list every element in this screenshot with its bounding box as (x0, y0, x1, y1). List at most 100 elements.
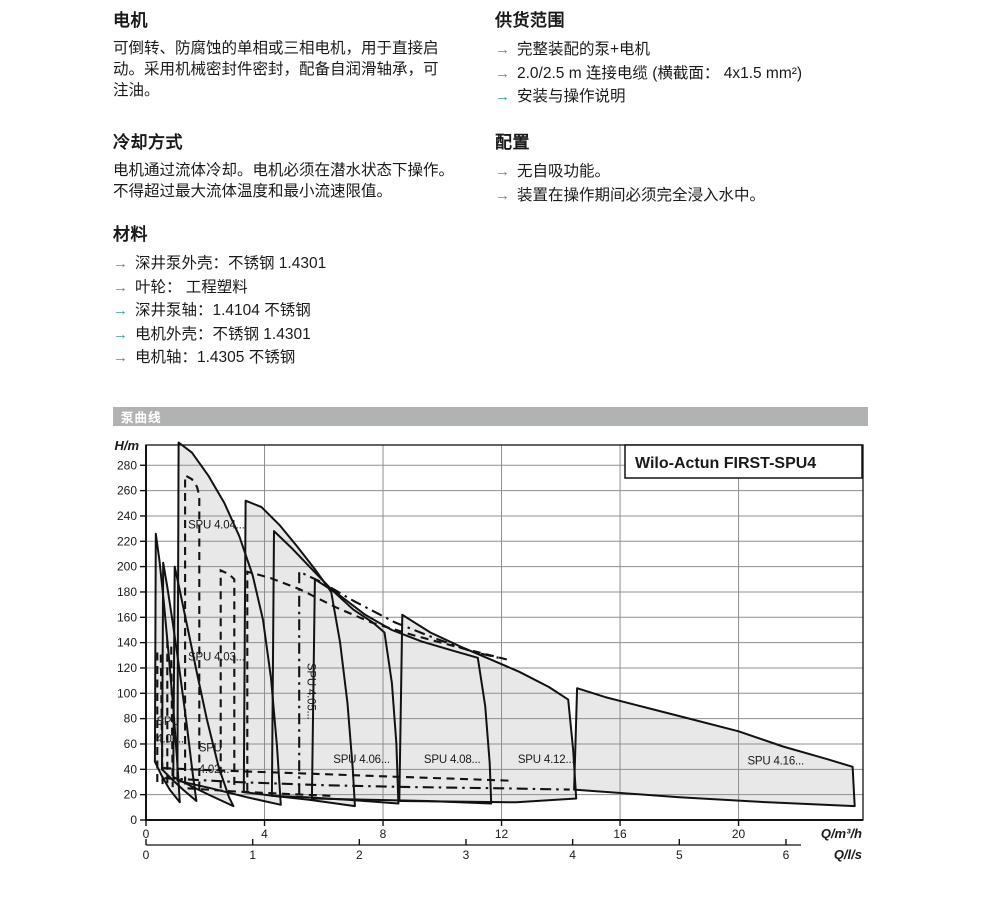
y-tick-label: 260 (117, 484, 137, 498)
section-materials: 材料 → 深井泵外壳：不锈钢 1.4301 → 叶轮： 工程塑料 → 深井泵轴：1.4… (113, 220, 483, 370)
section-delivery: 供货范围 → 完整装配的泵+电机 → 2.0/2.5 m 连接电缆 (横截面： 4x… (495, 6, 885, 109)
dashed-curve (298, 570, 499, 795)
pump-curves-bar-label: 泵曲线 (121, 411, 162, 425)
list-item-label: 2.0/2.5 m 连接电缆 (横截面： 4x1.5 mm²) (517, 64, 803, 82)
y-tick-label: 40 (124, 762, 138, 776)
list-item-label: 叶轮： 工程塑料 (135, 278, 248, 296)
curve-label: SPU 4.06... (333, 754, 390, 766)
materials-title: 材料 (113, 225, 148, 244)
dashed-curve (164, 777, 570, 791)
motor-body: 可倒转、防腐蚀的单相或三相电机，用于直接启 动。采用机械密封件密封，配备自润滑轴… (113, 40, 439, 99)
list-item: → 2.0/2.5 m 连接电缆 (横截面： 4x1.5 mm²) (495, 62, 885, 86)
list-item: → 叶轮： 工程塑料 (113, 276, 483, 300)
list-item: → 装置在操作期间必须完全浸入水中。 (495, 184, 885, 208)
list-item: → 深井泵轴：1.4104 不锈钢 (113, 299, 483, 323)
arrow-icon: → (495, 88, 510, 105)
y-tick-label: 240 (117, 509, 137, 523)
pump-envelope-fill (574, 688, 855, 807)
x2-tick-label: 6 (783, 848, 790, 862)
x-tick-label: 4 (261, 827, 268, 841)
list-item-label: 完整装配的泵+电机 (517, 41, 651, 58)
y-tick-label: 120 (117, 661, 137, 675)
y-tick-label: 160 (117, 610, 137, 624)
x-tick-label: 0 (143, 827, 150, 841)
x2-tick-label: 0 (143, 848, 150, 862)
list-item-label: 无自吸功能。 (517, 163, 611, 180)
dashed-curve (184, 473, 201, 790)
list-item: → 无自吸功能。 (495, 160, 885, 184)
curve-label: SPU 4.03... (188, 651, 245, 663)
pump-envelope-outline (176, 441, 282, 806)
pump-curve-svg: Wilo-Actun FIRST-SPU40204060801001201401… (114, 438, 864, 862)
list-item-label: 深井泵外壳：不锈钢 1.4301 (135, 255, 327, 272)
materials-list: → 深井泵外壳：不锈钢 1.4301 → 叶轮： 工程塑料 → 深井泵轴：1.4104… (113, 252, 483, 370)
arrow-icon: → (113, 325, 128, 343)
x2-tick-label: 3 (463, 848, 470, 862)
pump-envelope-outline (172, 565, 235, 808)
delivery-title: 供货范围 (495, 11, 565, 30)
section-cooling: 冷却方式 电机通过流体冷却。电机必须在潜水状态下操作。 不得超过最大流体温度和最… (113, 128, 483, 202)
x2-tick-label: 1 (249, 848, 256, 862)
y-tick-label: 140 (117, 636, 137, 650)
arrow-icon: → (113, 302, 128, 319)
x2-tick-label: 4 (569, 848, 576, 862)
section-config: 配置 → 无自吸功能。 → 装置在操作期间必须完全浸入水中。 (495, 128, 885, 207)
chart-title-box (624, 444, 863, 479)
pump-envelope-outline (398, 613, 578, 804)
list-item: → 完整装配的泵+电机 (495, 38, 885, 62)
x-axis-title: Q/m³/h (821, 826, 862, 841)
x-tick-label: 16 (613, 827, 627, 841)
x-tick-label: 8 (380, 827, 387, 841)
list-item: → 深井泵外壳：不锈钢 1.4301 (113, 252, 483, 276)
arrow-icon: → (113, 255, 128, 272)
curve-label: 4.02... (199, 764, 230, 776)
curve-label: SPU 4.16... (747, 755, 804, 767)
pump-envelope-outline (242, 499, 356, 808)
section-motor: 电机 可倒转、防腐蚀的单相或三相电机，用于直接启 动。采用机械密封件密封，配备自… (113, 6, 469, 101)
list-item-label: 深井泵轴：1.4104 不锈钢 (135, 302, 311, 319)
delivery-list: → 完整装配的泵+电机 → 2.0/2.5 m 连接电缆 (横截面： 4x1.5 m… (495, 38, 885, 109)
list-item: → 安装与操作说明 (495, 85, 885, 109)
dashed-curve (187, 787, 333, 797)
dashed-curve (166, 638, 174, 788)
x-tick-label: 12 (495, 827, 509, 841)
curve-label: SPU 4.05... (304, 663, 316, 720)
arrow-icon: → (495, 186, 510, 204)
list-item-label: 安装与操作说明 (517, 88, 626, 105)
list-item: → 电机轴：1.4305 不锈钢 (113, 346, 483, 370)
arrow-icon: → (495, 64, 510, 82)
curve-label: 4.01... (156, 734, 187, 746)
motor-title: 电机 (113, 11, 148, 30)
curve-label: SPU (156, 716, 179, 728)
y-tick-label: 80 (124, 712, 138, 726)
y-tick-label: 180 (117, 585, 137, 599)
curve-label: SPU 4.08... (424, 754, 481, 766)
list-item-label: 装置在操作期间必须完全浸入水中。 (517, 186, 766, 204)
y-tick-label: 0 (130, 813, 137, 827)
y-tick-label: 280 (117, 458, 137, 472)
x2-tick-label: 5 (676, 848, 683, 862)
pump-envelope-fill (399, 614, 577, 803)
curve-label: SPU (199, 743, 222, 755)
list-item: → 电机外壳：不锈钢 1.4301 (113, 323, 483, 347)
curve-label: SPU 4.12... (518, 754, 575, 766)
dashed-curve (163, 767, 511, 782)
config-list: → 无自吸功能。 → 装置在操作期间必须完全浸入水中。 (495, 160, 885, 207)
x2-tick-label: 2 (356, 848, 363, 862)
y-tick-label: 20 (124, 788, 138, 802)
y-tick-label: 60 (124, 737, 138, 751)
curve-label: SPU 4.04... (188, 520, 245, 532)
x2-axis-title: Q/l/s (834, 847, 862, 862)
y-tick-label: 100 (117, 686, 137, 700)
dashed-curve (246, 570, 511, 791)
arrow-icon: → (495, 163, 510, 180)
x-tick-label: 20 (732, 827, 746, 841)
arrow-icon: → (495, 41, 510, 58)
config-title: 配置 (495, 133, 530, 152)
arrow-icon: → (113, 349, 128, 366)
list-item-label: 电机外壳：不锈钢 1.4301 (135, 325, 311, 343)
y-axis-title: H/m (114, 438, 139, 453)
cooling-title: 冷却方式 (113, 133, 183, 152)
chart-title: Wilo-Actun FIRST-SPU4 (635, 455, 816, 472)
